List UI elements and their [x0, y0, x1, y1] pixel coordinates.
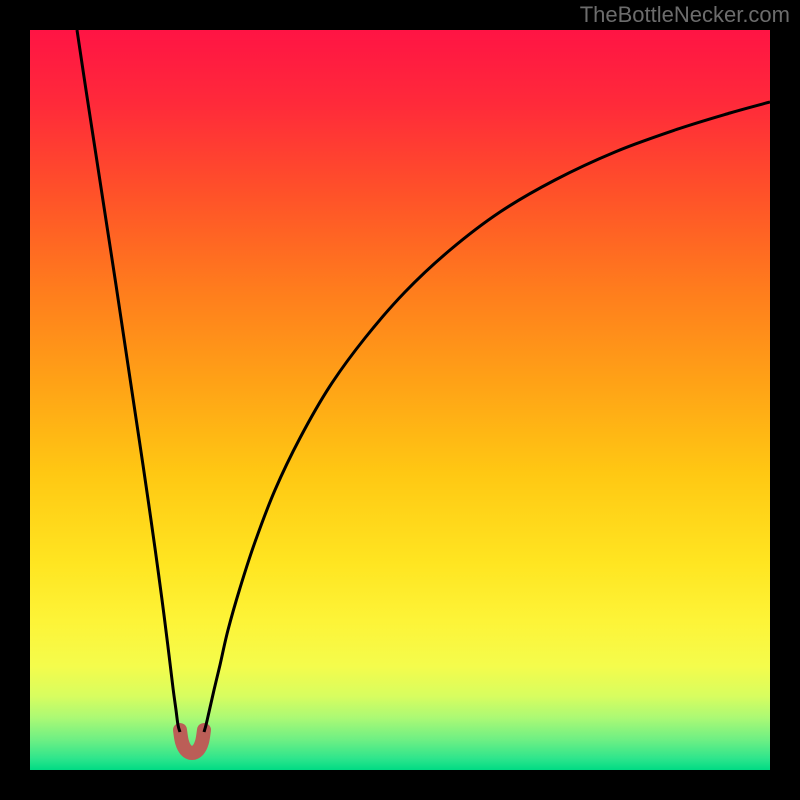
- chart-svg: [30, 30, 770, 770]
- watermark-text: TheBottleNecker.com: [580, 2, 790, 28]
- gradient-background: [30, 30, 770, 770]
- chart-root: TheBottleNecker.com: [0, 0, 800, 800]
- plot-area: [30, 30, 770, 770]
